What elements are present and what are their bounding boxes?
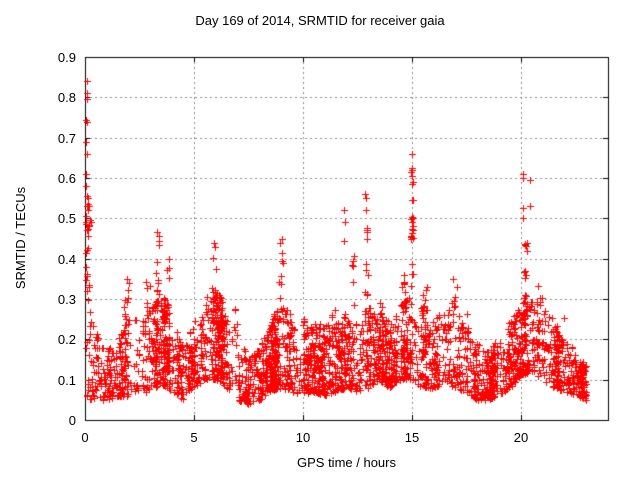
y-tick-label: 0.5 (57, 211, 76, 226)
y-tick-label: 0.3 (57, 292, 76, 307)
y-tick-label: 0.1 (57, 373, 76, 388)
x-tick-label: 5 (190, 430, 198, 445)
x-tick-label: 20 (513, 430, 529, 445)
y-tick-label: 0.2 (57, 332, 76, 347)
y-tick-label: 0.9 (57, 50, 76, 65)
x-tick-label: 15 (404, 430, 420, 445)
y-tick-label: 0.6 (57, 171, 76, 186)
y-tick-label: 0.7 (57, 131, 76, 146)
x-axis-label: GPS time / hours (297, 455, 396, 470)
y-tick-label: 0 (68, 413, 76, 428)
chart-title: Day 169 of 2014, SRMTID for receiver gai… (195, 13, 445, 28)
x-tick-label: 10 (295, 430, 311, 445)
x-tick-label: 0 (81, 430, 89, 445)
y-tick-label: 0.4 (57, 252, 76, 267)
y-tick-label: 0.8 (57, 90, 76, 105)
